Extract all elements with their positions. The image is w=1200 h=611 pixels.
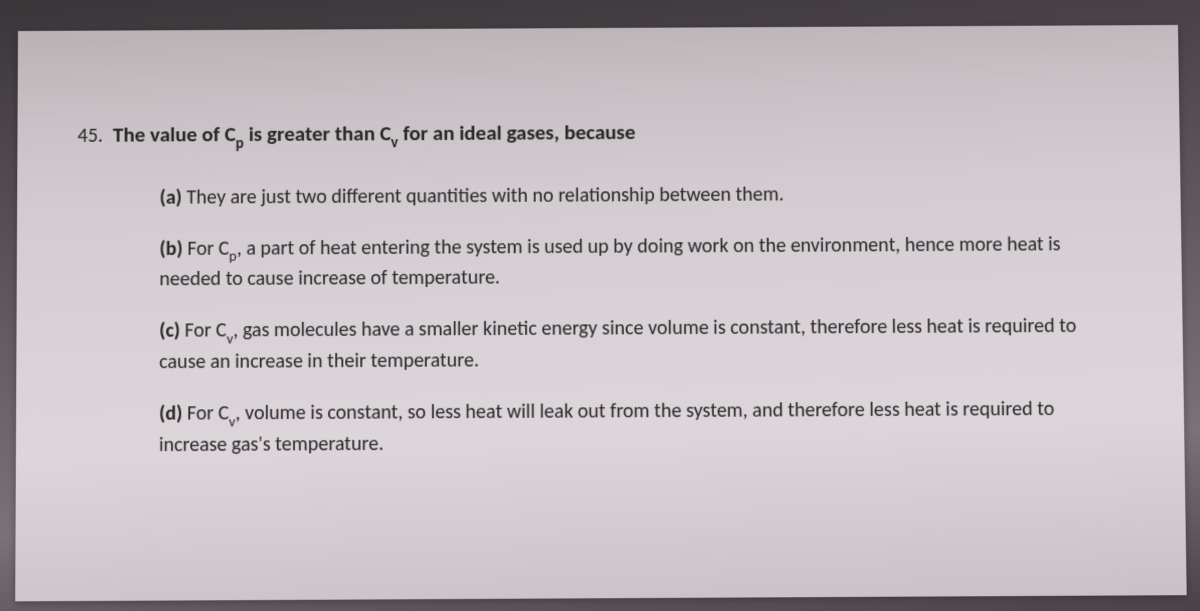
option-b-sub: p [229,247,237,265]
question-number: 45. [78,124,103,148]
option-a-text: They are just two different quantities w… [182,182,784,209]
option-d-sub: v [229,412,236,430]
option-c-pre: For C [180,319,226,343]
option-b-label: (b) [159,236,182,260]
option-c-sub: v [227,329,234,347]
option-a-label: (a) [160,185,182,209]
options-block: (a) They are just two different quantiti… [159,178,1094,460]
option-b-post: , a part of heat entering the system is … [159,232,1060,292]
stem-mid: is greater than C [244,120,391,147]
option-d-post: , volume is constant, so less heat will … [159,397,1054,457]
option-b: (b) For Cp, a part of heat entering the … [159,230,1091,295]
option-c: (c) For Cv, gas molecules have a smaller… [159,312,1093,377]
option-b-pre: For C [183,236,229,260]
option-d: (d) For Cv, volume is constant, so less … [159,395,1094,461]
paper-sheet: 45. The value of Cp is greater than Cv f… [15,25,1187,601]
option-c-label: (c) [159,319,180,343]
question-stem: The value of Cp is greater than Cv for a… [113,118,636,153]
option-a: (a) They are just two different quantiti… [160,178,1091,212]
stem-post: for an ideal gases, because [398,119,635,146]
stem-sub1: p [236,135,244,153]
stem-pre: The value of C [113,121,236,148]
option-d-label: (d) [159,402,182,426]
option-c-post: , gas molecules have a smaller kinetic e… [159,314,1076,374]
option-d-pre: For C [182,401,229,426]
stem-sub2: v [391,134,398,152]
question-row: 45. The value of Cp is greater than Cv f… [78,116,1090,154]
